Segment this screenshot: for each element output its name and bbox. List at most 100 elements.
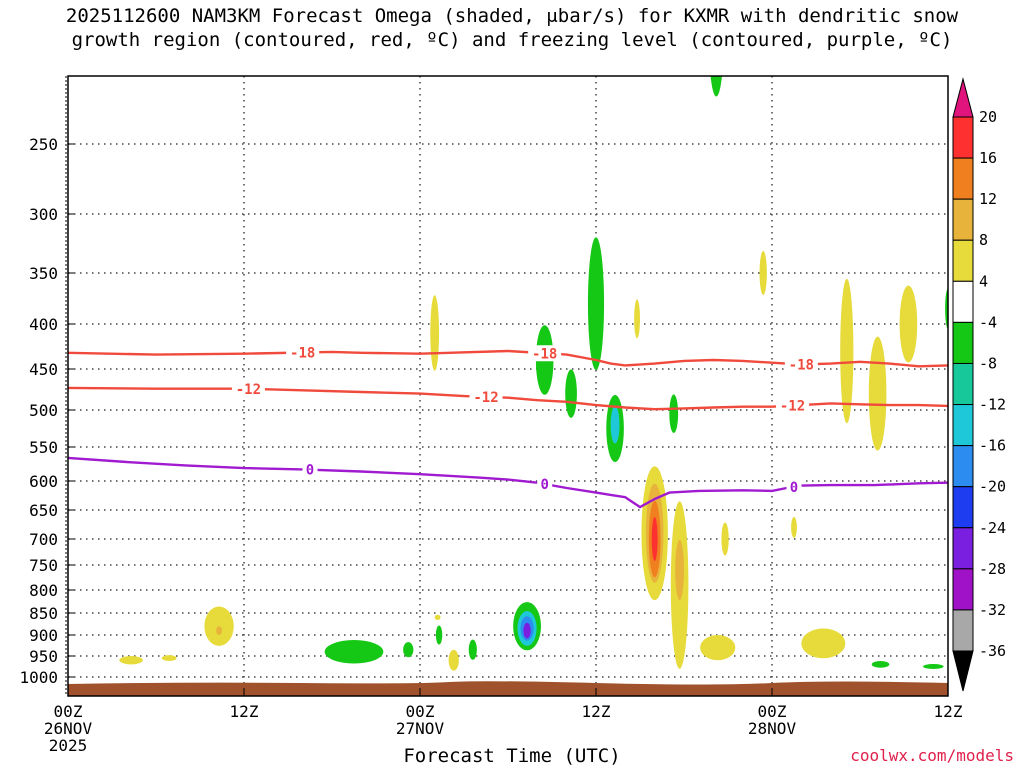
colorbar-segment <box>952 404 974 447</box>
y-tick-label: 350 <box>29 264 58 283</box>
title-line-2: growth region (contoured, red, ºC) and f… <box>71 29 953 51</box>
contour-label-bg <box>528 345 562 362</box>
x-tick-label-year: 2025 <box>49 736 88 755</box>
contour-label: 0 <box>306 463 314 479</box>
omega-cell <box>610 406 620 444</box>
colorbar-segment <box>952 445 974 488</box>
y-tick-label: 950 <box>29 647 58 666</box>
colorbar-segment <box>952 157 974 200</box>
y-tick-label: 500 <box>29 401 58 420</box>
omega-cell <box>565 369 577 418</box>
colorbar-segment <box>952 280 974 323</box>
omega-cell <box>119 656 143 665</box>
omega-cell <box>468 639 477 660</box>
y-tick-label: 600 <box>29 472 58 491</box>
omega-cell <box>434 614 441 621</box>
omega-cell <box>868 336 887 451</box>
contour-label-bg <box>537 476 553 493</box>
colorbar-segment <box>952 568 974 611</box>
contour-label-bg <box>302 461 318 478</box>
x-tick-label-date: 27NOV <box>396 719 445 738</box>
omega-cell <box>791 516 797 538</box>
omega-cell <box>403 642 414 658</box>
y-tick-label: 400 <box>29 315 58 334</box>
plot-area: -18 -18 -18 -12 -12 -12 0 0 0 <box>68 76 948 696</box>
y-tick-label: 800 <box>29 581 58 600</box>
colorbar-tick-label: -36 <box>979 642 1006 660</box>
contour-label: -18 <box>789 358 814 374</box>
omega-cell <box>587 237 605 370</box>
contour-line-freezing-level <box>68 456 948 509</box>
omega-cell <box>710 76 722 97</box>
x-tick-label-time: 12Z <box>582 702 611 721</box>
colorbar-tick-label: 16 <box>979 149 997 167</box>
x-tick-label-time: 00Z <box>54 702 83 721</box>
contour-label-bg <box>286 344 320 361</box>
omega-cell <box>759 251 767 295</box>
x-tick-label-time: 00Z <box>758 702 787 721</box>
contour-label-bg <box>231 380 265 397</box>
contour-label: -12 <box>236 382 261 398</box>
colorbar-top-arrow <box>952 77 974 118</box>
colorbar-segment <box>952 321 974 364</box>
contour-label-bg <box>786 478 802 495</box>
y-tick-label: 650 <box>29 501 58 520</box>
x-axis-label: Forecast Time (UTC) <box>403 745 621 767</box>
contour-label-bg <box>784 356 818 373</box>
colorbar-tick-label: 20 <box>979 108 997 126</box>
contour-label: -18 <box>290 346 315 362</box>
chart-title: 2025112600 NAM3KM Forecast Omega (shaded… <box>0 4 1024 52</box>
colorbar-bottom-arrow <box>952 650 974 692</box>
omega-cell <box>448 649 459 671</box>
x-tick-label-time: 12Z <box>230 702 259 721</box>
omega-cell <box>435 625 443 645</box>
omega-cell <box>840 278 854 424</box>
contour-label-bg <box>469 388 503 405</box>
contour-label: -12 <box>473 390 498 406</box>
terrain-bar <box>68 681 948 696</box>
x-tick-label-time: 00Z <box>406 702 435 721</box>
omega-cell <box>923 663 944 670</box>
plot-frame <box>67 75 949 697</box>
omega-cell <box>700 635 736 661</box>
colorbar-tick-label: -4 <box>979 313 997 331</box>
y-tick-label: 250 <box>29 135 58 154</box>
colorbar-tick-label: -20 <box>979 478 1006 496</box>
colorbar-segment <box>952 609 974 652</box>
colorbar-segment <box>952 198 974 241</box>
contour-label: -12 <box>780 399 805 415</box>
y-tick-label: 700 <box>29 530 58 549</box>
omega-cell <box>675 539 684 601</box>
contour-line-dgz-minus18 <box>68 349 948 368</box>
omega-cell <box>721 522 729 556</box>
contour-line-dgz-minus12 <box>68 386 948 411</box>
x-tick-label-date: 28NOV <box>748 719 797 738</box>
title-line-1: 2025112600 NAM3KM Forecast Omega (shaded… <box>65 5 959 27</box>
colorbar-segment <box>952 527 974 570</box>
colorbar-tick-label: -8 <box>979 354 997 372</box>
omega-cell <box>669 394 679 434</box>
omega-cell <box>161 655 177 662</box>
contour-label-bg <box>776 397 810 414</box>
colorbar-tick-label: -24 <box>979 519 1006 537</box>
colorbar-segment <box>952 239 974 282</box>
colorbar-tick-label: 12 <box>979 190 997 208</box>
colorbar-tick-label: 8 <box>979 231 988 249</box>
x-tick-label-time: 12Z <box>934 702 963 721</box>
y-tick-label: 850 <box>29 604 58 623</box>
y-tick-label: 900 <box>29 626 58 645</box>
colorbar-segment <box>952 116 974 159</box>
colorbar-tick-label: -28 <box>979 560 1006 578</box>
colorbar-tick-label: 4 <box>979 272 988 290</box>
omega-cell <box>430 295 440 371</box>
y-tick-label: 550 <box>29 438 58 457</box>
omega-cell <box>651 517 658 561</box>
contour-label: 0 <box>540 477 548 493</box>
colorbar-segment <box>952 486 974 529</box>
credit-link[interactable]: coolwx.com/models <box>850 746 1014 765</box>
y-tick-label: 1000 <box>19 668 58 687</box>
y-tick-label: 300 <box>29 205 58 224</box>
contour-label: -18 <box>532 346 557 362</box>
omega-cell <box>523 622 531 639</box>
